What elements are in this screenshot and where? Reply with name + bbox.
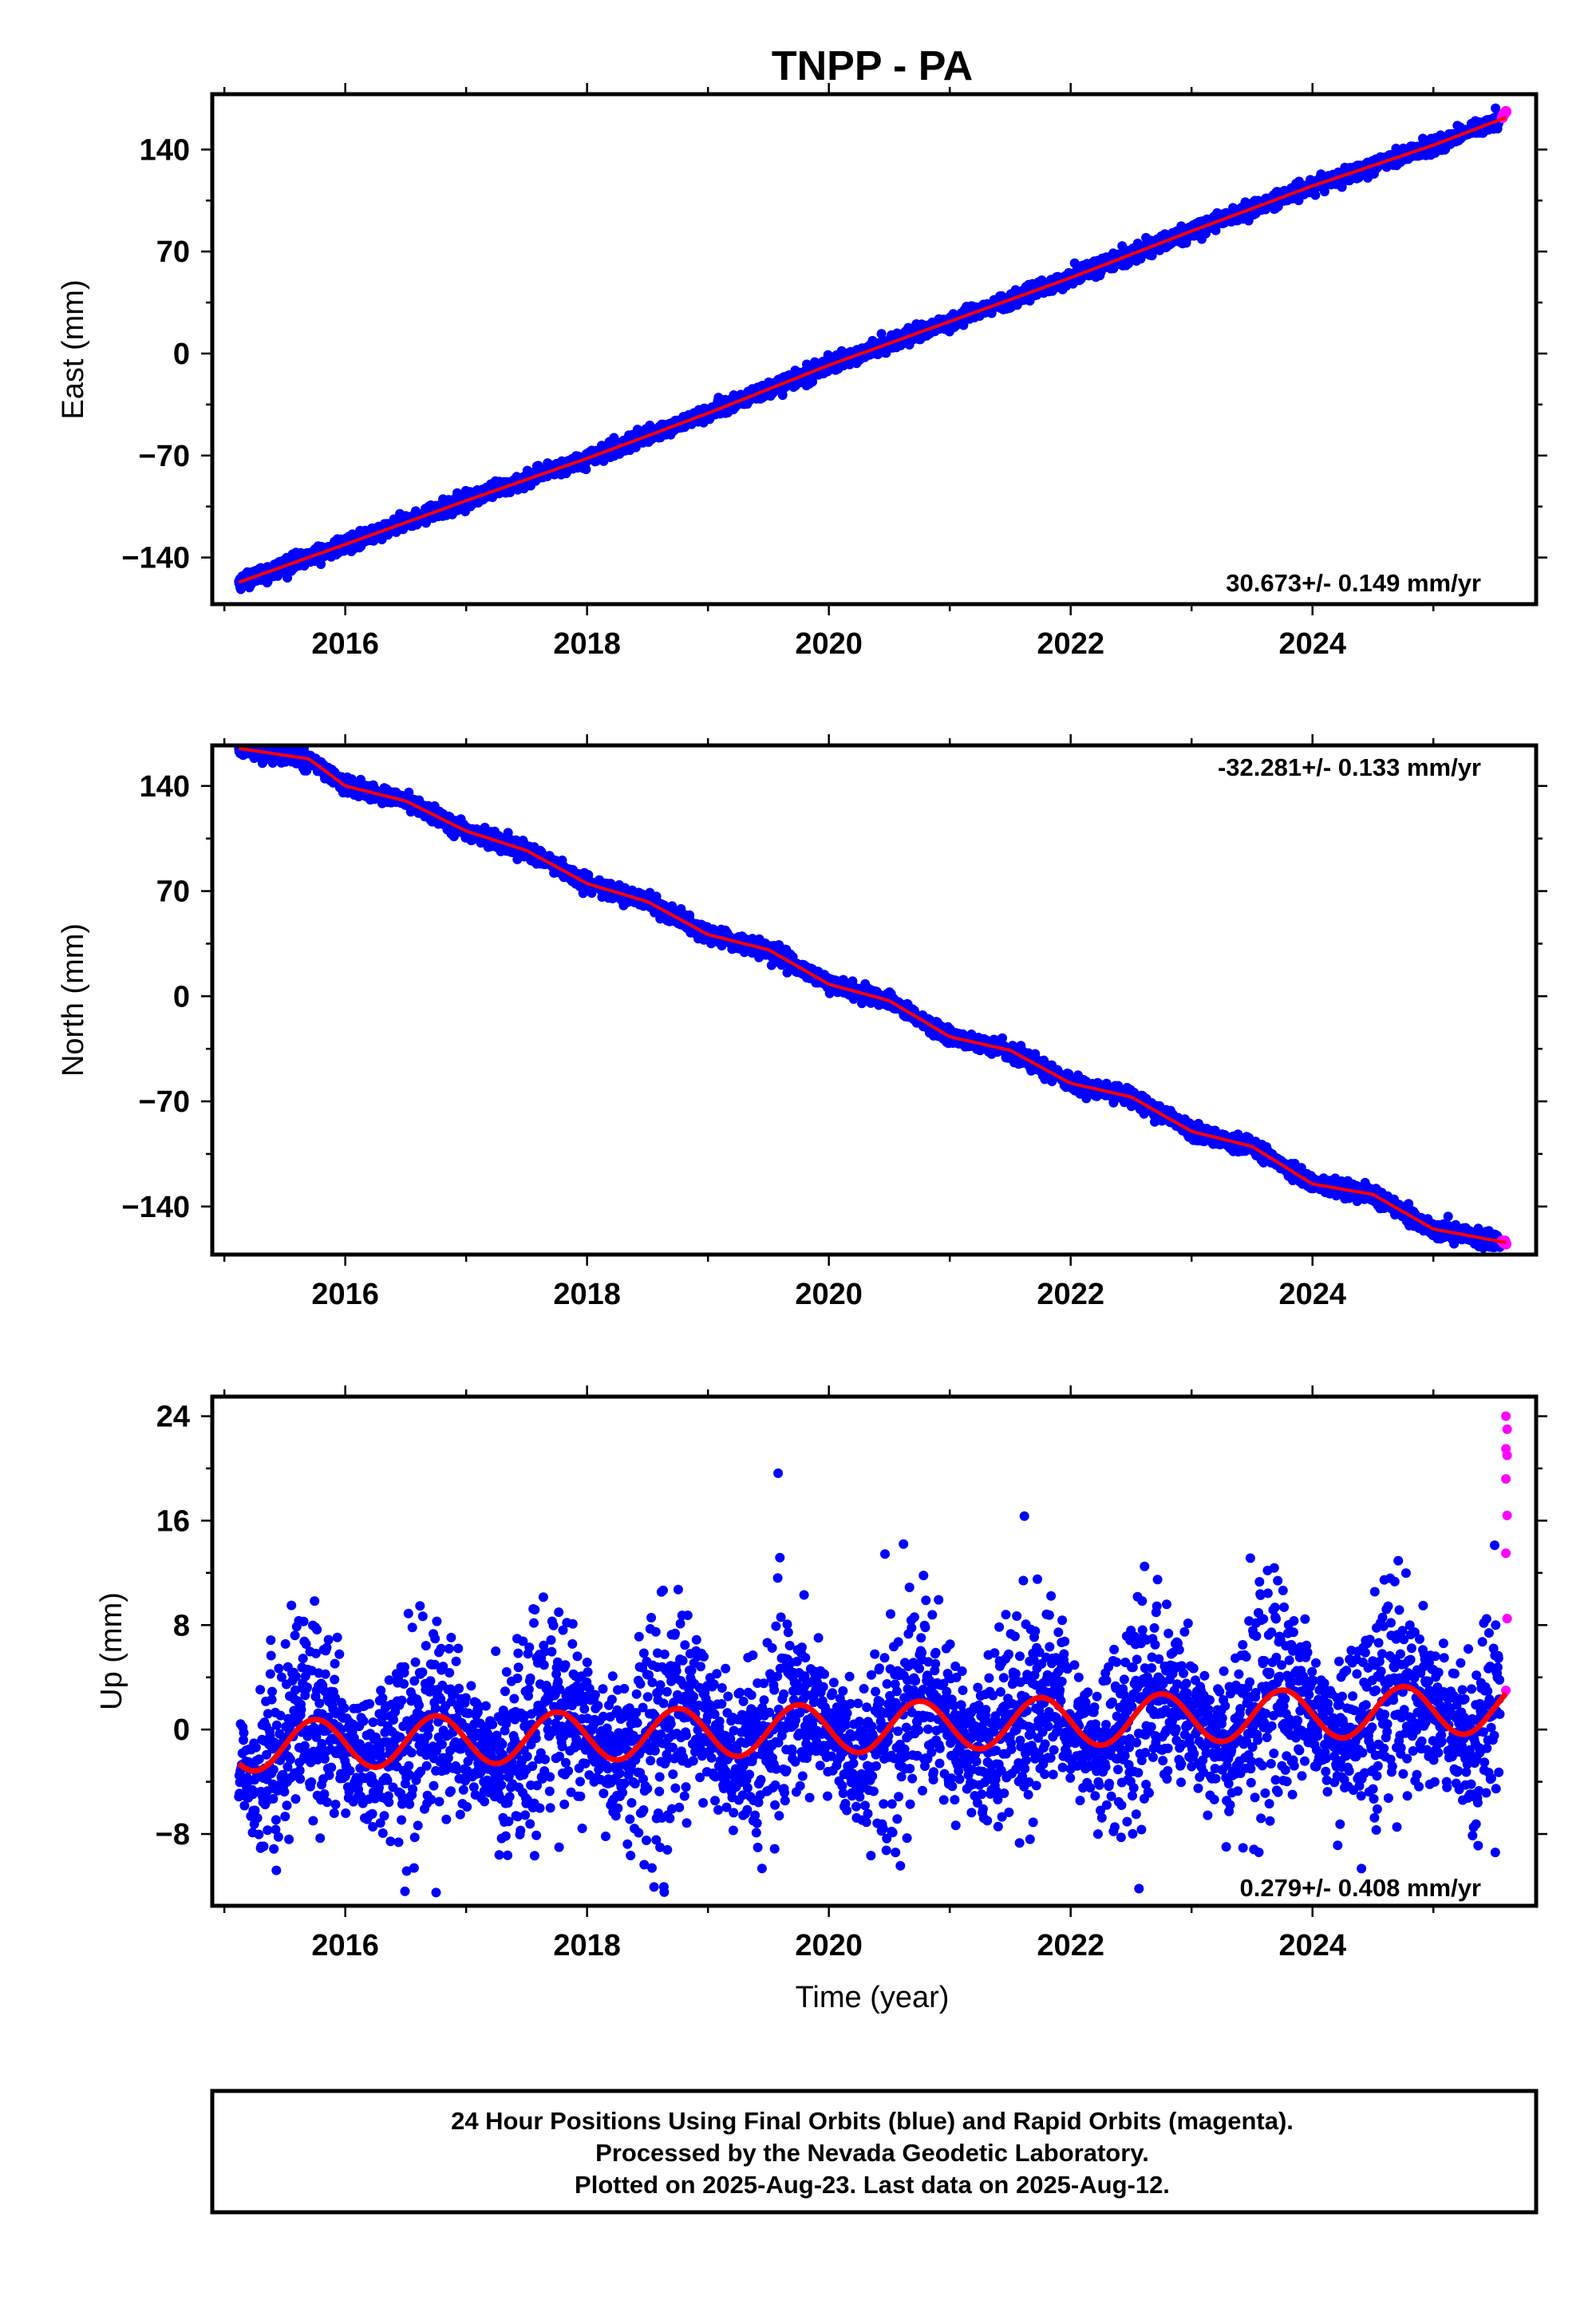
x-tick-label: 2016 [311, 627, 379, 661]
data-point [581, 464, 591, 475]
y-tick-label: −140 [121, 542, 190, 575]
north-axis-label: North (mm) [57, 923, 90, 1077]
east-data-marks [234, 103, 1512, 595]
east-panel: East (mm) −140 −70 0 70 140 2016 2018 2020 2022 2… [57, 83, 1547, 661]
rapid-point [1500, 105, 1512, 117]
x-tick-label: 2022 [1037, 627, 1104, 661]
east-rate-label: 30.673+/- 0.149 mm/yr [1226, 569, 1481, 597]
y-tick-label: 70 [156, 235, 190, 269]
figure-title: TNPP - PA [772, 43, 973, 89]
x-tick-label: 2018 [553, 627, 621, 661]
y-tick-label: −70 [139, 440, 190, 473]
y-tick-label: 0 [173, 338, 190, 371]
x-tick-label: 2024 [1278, 627, 1346, 661]
north-data-marks [234, 744, 1512, 1253]
x-tick-label: 2020 [795, 627, 863, 661]
y-tick-label: 140 [140, 133, 190, 167]
east-axis-label: East (mm) [57, 279, 90, 419]
data-point [316, 559, 326, 569]
